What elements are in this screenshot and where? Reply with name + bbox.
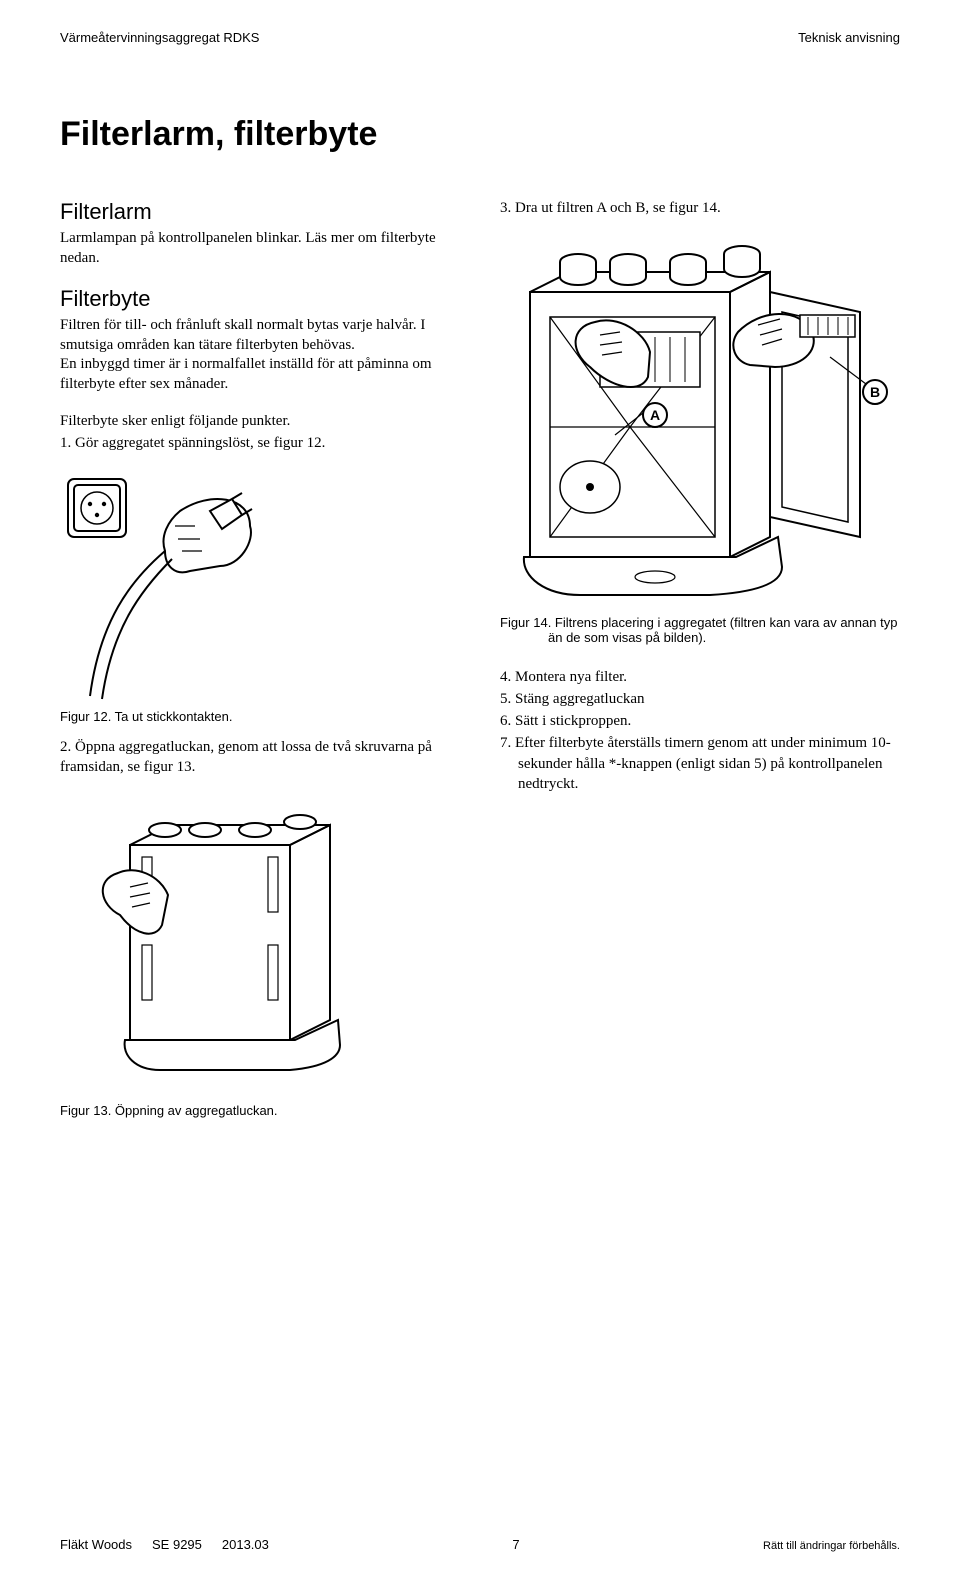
- header-right: Teknisk anvisning: [798, 30, 900, 45]
- filterlarm-body: Larmlampan på kontrollpanelen blinkar. L…: [60, 229, 460, 268]
- label-a-text: A: [650, 407, 660, 423]
- fig12-illustration: [60, 471, 300, 701]
- label-b-text: B: [870, 384, 880, 400]
- filterbyte-p2: En inbyggd timer är i normalfallet instä…: [60, 355, 460, 394]
- footer-code: SE 9295: [152, 1537, 202, 1552]
- footer-rights: Rätt till ändringar förbehålls.: [763, 1540, 900, 1552]
- fig13-caption: Figur 13. Öppning av aggregatluckan.: [60, 1103, 460, 1118]
- step-4: 4. Montera nya filter.: [500, 667, 900, 687]
- step-2: 2. Öppna aggregatluckan, genom att lossa…: [60, 738, 460, 777]
- footer-left: Fläkt Woods SE 9295 2013.03: [60, 1537, 269, 1552]
- filterbyte-p1: Filtren för till- och frånluft skall nor…: [60, 316, 460, 355]
- fig13-illustration: [90, 795, 360, 1095]
- page-footer: Fläkt Woods SE 9295 2013.03 7 Rätt till …: [60, 1537, 900, 1552]
- section-filterbyte-title: Filterbyte: [60, 286, 460, 312]
- filterbyte-p3: Filterbyte sker enligt följande punkter.: [60, 412, 460, 432]
- content-columns: Filterlarm Larmlampan på kontrollpanelen…: [60, 199, 900, 1132]
- step-5: 5. Stäng aggregatluckan: [500, 689, 900, 709]
- fig12-caption: Figur 12. Ta ut stickkontakten.: [60, 709, 460, 724]
- step-7: 7. Efter filterbyte återställs timern ge…: [500, 733, 900, 794]
- page-title: Filterlarm, filterbyte: [60, 115, 900, 154]
- figure-13: [60, 795, 460, 1095]
- footer-date: 2013.03: [222, 1537, 269, 1552]
- right-column: 3. Dra ut filtren A och B, se figur 14.: [500, 199, 900, 1132]
- header-left: Värmeåtervinningsaggregat RDKS: [60, 30, 259, 45]
- figure-14: A B: [500, 237, 900, 607]
- step-3: 3. Dra ut filtren A och B, se figur 14.: [500, 199, 900, 219]
- step-1: 1. Gör aggregatet spänningslöst, se figu…: [60, 434, 460, 454]
- section-filterlarm-title: Filterlarm: [60, 199, 460, 225]
- left-column: Filterlarm Larmlampan på kontrollpanelen…: [60, 199, 460, 1132]
- fig14-caption: Figur 14. Filtrens placering i aggregate…: [500, 615, 900, 645]
- fig14-illustration: A B: [500, 237, 890, 607]
- footer-brand: Fläkt Woods: [60, 1537, 132, 1552]
- page-number: 7: [512, 1537, 519, 1552]
- step-6: 6. Sätt i stickproppen.: [500, 711, 900, 731]
- page-header: Värmeåtervinningsaggregat RDKS Teknisk a…: [60, 30, 900, 45]
- figure-12: [60, 471, 460, 701]
